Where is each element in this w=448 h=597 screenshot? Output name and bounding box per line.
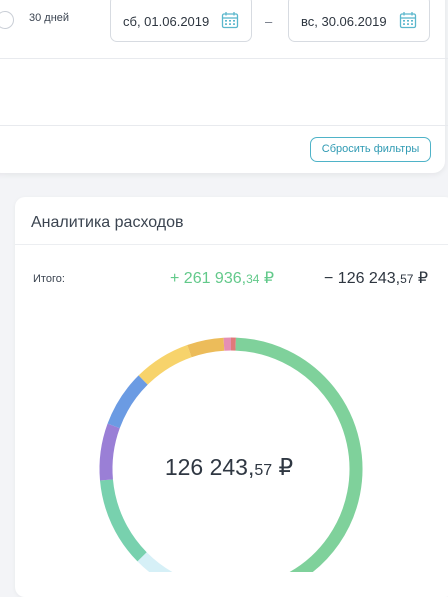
card-divider [15,244,448,245]
card-title: Аналитика расходов [31,214,184,232]
expense-currency: ₽ [413,270,428,287]
date-to-value: вс, 30.06.2019 [301,14,387,29]
date-from-value: сб, 01.06.2019 [123,14,209,29]
date-to-field[interactable]: вс, 30.06.2019 [288,0,430,42]
income-total: + 261 936,34 ₽ [170,268,274,288]
filter-divider [0,58,448,59]
filter-divider [0,125,448,126]
calendar-icon[interactable] [221,11,239,29]
expense-analytics-card: Аналитика расходов Итого: + 261 936,34 ₽… [15,197,448,597]
calendar-icon[interactable] [399,11,417,29]
income-currency: ₽ [259,270,274,287]
expense-total: − 126 243,57 ₽ [324,268,428,288]
period-30-days-label: 30 дней [29,12,69,24]
income-cents: 34 [246,272,259,286]
center-main: 126 243, [165,454,255,480]
center-currency: ₽ [272,454,293,480]
expense-main: − 126 243, [324,270,400,287]
donut-center-value: 126 243,57 ₽ [124,454,334,481]
center-cents: 57 [254,462,272,479]
reset-filters-button[interactable]: Сбросить фильтры [310,137,431,162]
date-from-field[interactable]: сб, 01.06.2019 [110,0,252,42]
income-main: + 261 936, [170,270,246,287]
expense-cents: 57 [400,272,413,286]
total-label: Итого: [33,273,65,285]
date-range-separator: – [265,14,272,29]
